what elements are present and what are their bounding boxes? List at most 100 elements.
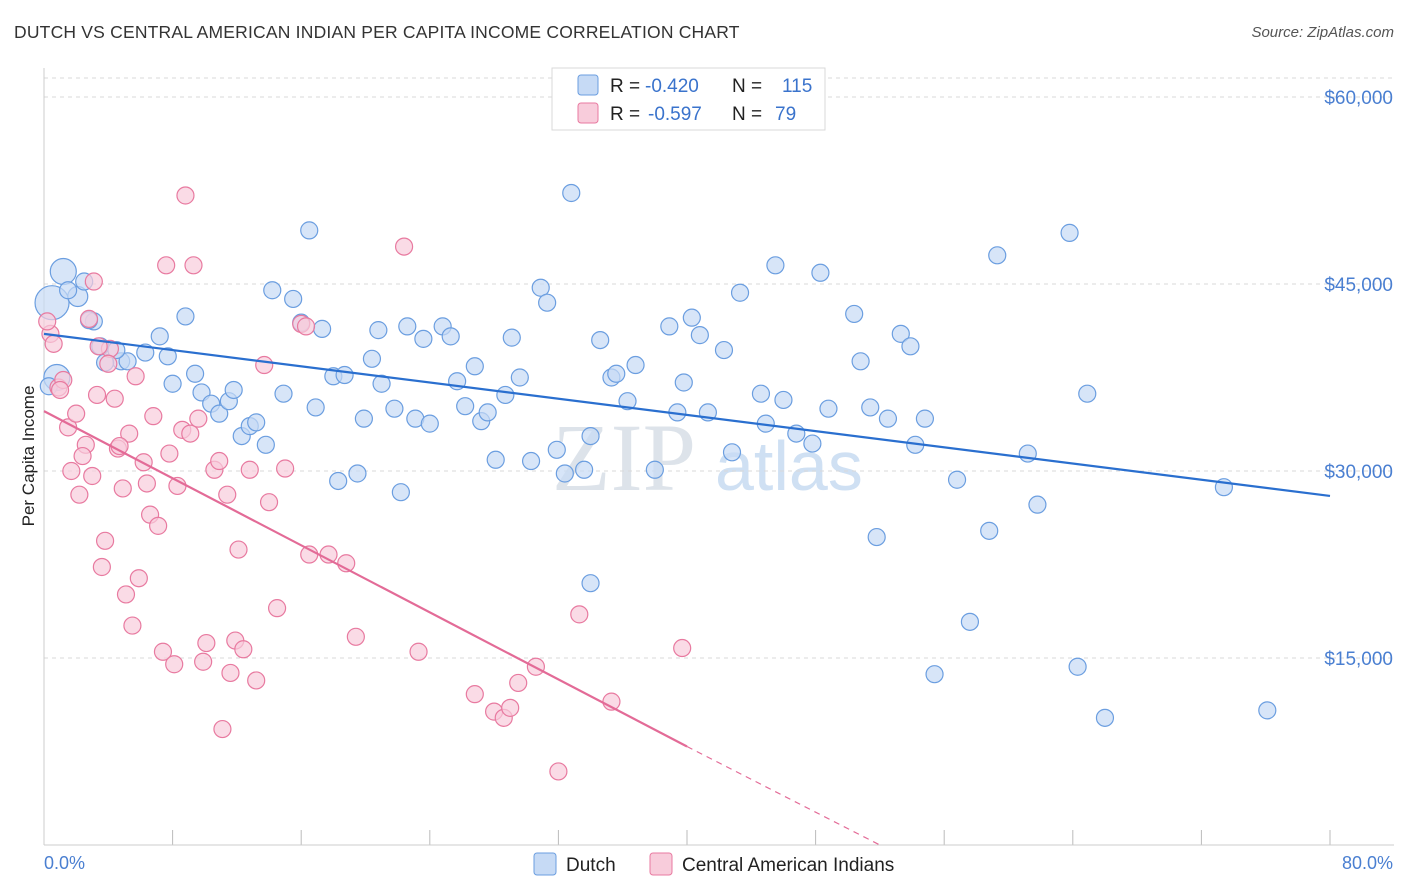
watermark: ZIP atlas xyxy=(552,404,863,511)
dutch-point xyxy=(766,256,785,275)
cai-point xyxy=(247,671,266,690)
cai-point xyxy=(189,409,208,428)
dutch-point xyxy=(660,317,679,336)
cai-point xyxy=(194,652,213,671)
cai-point xyxy=(160,444,179,463)
cai-point xyxy=(221,663,240,683)
dutch-point xyxy=(891,324,910,343)
dutch-point xyxy=(581,574,600,593)
dutch-point xyxy=(158,347,177,366)
dutch-point xyxy=(354,409,373,428)
dutch-point xyxy=(312,319,332,338)
dutch-point xyxy=(861,398,880,417)
dutch-point xyxy=(980,521,999,540)
cai-point xyxy=(99,354,118,373)
cai-point xyxy=(116,585,136,604)
x-tick-left: 0.0% xyxy=(44,853,85,873)
dutch-point xyxy=(947,470,967,489)
dutch-point xyxy=(674,373,693,392)
cai-point xyxy=(110,436,129,456)
legend-swatch-dutch xyxy=(577,74,599,96)
dutch-point xyxy=(1068,657,1087,676)
dutch-point xyxy=(398,317,417,336)
dutch-point xyxy=(988,246,1007,265)
dutch-point xyxy=(465,357,484,376)
cai-point xyxy=(137,474,156,493)
dutch-point xyxy=(1078,384,1097,403)
dutch-point xyxy=(581,426,600,446)
dutch-point xyxy=(414,329,433,348)
cai-point xyxy=(570,605,589,624)
dutch-point xyxy=(478,403,497,422)
legend-n-label-dutch: N = xyxy=(732,76,762,97)
dutch-point xyxy=(176,307,195,326)
cai-point xyxy=(67,404,86,423)
dutch-point xyxy=(369,321,388,340)
dutch-point xyxy=(163,374,182,393)
cai-point xyxy=(234,640,253,659)
dutch-point xyxy=(300,221,319,240)
bottom-legend: Dutch Central American Indians xyxy=(533,852,894,876)
dutch-point xyxy=(690,326,709,345)
points-layer xyxy=(34,183,1277,781)
legend-n-value-dutch: 115 xyxy=(782,76,812,97)
dutch-point xyxy=(555,464,574,483)
cai-point xyxy=(113,479,132,498)
cai-point xyxy=(394,237,414,256)
cai-point xyxy=(87,385,107,405)
dutch-point xyxy=(730,283,750,302)
trend-layer xyxy=(43,332,1331,846)
dutch-point xyxy=(960,612,980,631)
dutch-point xyxy=(751,384,771,403)
dutch-point xyxy=(618,392,637,411)
bottom-legend-label-dutch: Dutch xyxy=(566,855,616,876)
dutch-trend-line xyxy=(43,332,1331,498)
legend-swatch-cai xyxy=(577,102,599,124)
watermark-atlas: atlas xyxy=(715,427,863,505)
cai-point xyxy=(73,446,92,466)
dutch-point xyxy=(538,293,557,312)
dutch-point xyxy=(329,471,348,491)
dutch-point xyxy=(521,451,541,471)
dutch-point xyxy=(210,404,229,423)
label-layer: 0.0% 80.0% Per Capita Income $15,000 $30,… xyxy=(19,88,1393,873)
dutch-point xyxy=(335,365,354,385)
cai-point xyxy=(465,685,484,704)
bottom-legend-swatch-dutch xyxy=(533,852,557,876)
cai-point xyxy=(165,655,184,674)
cai-point xyxy=(144,407,163,426)
cai-point xyxy=(259,493,279,512)
dutch-point xyxy=(845,304,864,324)
dutch-point xyxy=(901,337,920,356)
dutch-point xyxy=(256,435,275,454)
cai-point xyxy=(197,633,216,653)
dutch-point xyxy=(186,364,205,383)
dutch-point xyxy=(59,281,78,300)
legend-n-value-cai: 79 xyxy=(775,104,796,125)
dutch-point xyxy=(626,355,645,375)
cai-point xyxy=(95,531,115,550)
cai-point xyxy=(157,256,176,275)
dutch-point xyxy=(306,398,325,417)
dutch-point xyxy=(456,397,475,416)
dutch-point xyxy=(547,440,566,459)
axis-layer xyxy=(43,68,1394,846)
cai-point xyxy=(501,698,520,717)
dutch-point xyxy=(420,414,439,433)
dutch-point xyxy=(1060,223,1079,242)
dutch-point xyxy=(774,390,793,410)
dutch-point xyxy=(591,331,610,350)
dutch-point xyxy=(136,343,155,362)
legend-r-value-dutch: -0.420 xyxy=(645,76,699,97)
dutch-point xyxy=(682,308,701,327)
cai-point xyxy=(149,516,168,535)
cai-point xyxy=(509,673,528,693)
dutch-point xyxy=(284,289,303,309)
dutch-point xyxy=(531,278,550,297)
cai-point xyxy=(84,272,103,291)
cai-point xyxy=(267,599,287,618)
legend-n-label-cai: N = xyxy=(732,104,762,125)
cai-point xyxy=(346,627,365,646)
chart-title: DUTCH VS CENTRAL AMERICAN INDIAN PER CAP… xyxy=(14,22,740,42)
